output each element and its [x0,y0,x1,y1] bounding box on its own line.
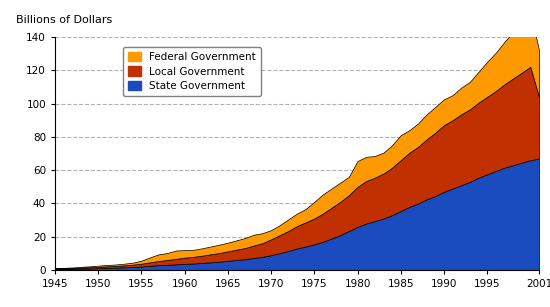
Legend: Federal Government, Local Government, State Government: Federal Government, Local Government, St… [123,47,261,96]
Text: Billions of Dollars: Billions of Dollars [16,15,113,25]
